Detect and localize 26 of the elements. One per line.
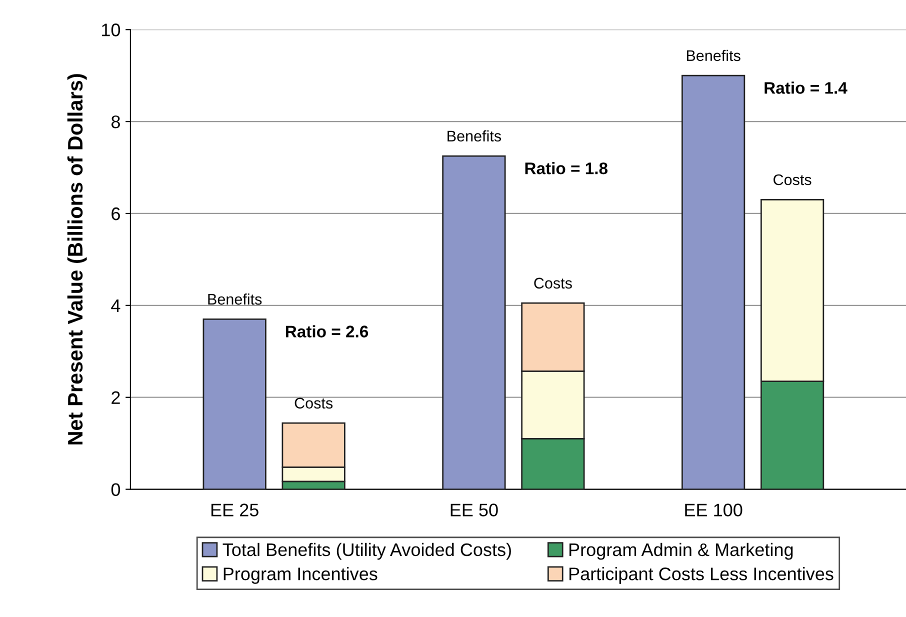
annotation: Costs <box>774 174 812 186</box>
annotation: Costs <box>294 398 333 409</box>
legend-label: Program Admin & Marketing <box>570 542 793 560</box>
bar <box>682 74 746 490</box>
y-tick-label: 0 <box>111 483 120 496</box>
y-axis-title: Net Present Value (Billions of Dollars) <box>67 74 87 444</box>
annotation: Benefits <box>448 130 501 142</box>
bar <box>202 318 266 490</box>
y-tick-label: 2 <box>112 391 120 404</box>
annotation: Costs <box>534 278 572 289</box>
legend-label: Total Benefits (Utility Avoided Costs) <box>222 542 511 560</box>
annotation: Ratio = 1.4 <box>764 82 848 94</box>
y-tick-label: 6 <box>112 207 120 220</box>
x-tick-label: EE 100 <box>685 504 742 516</box>
x-tick-label: EE 50 <box>450 504 498 516</box>
legend-label: Participant Costs Less Incentives <box>570 567 834 584</box>
legend-label: Program Incentives <box>224 567 378 584</box>
annotation: Benefits <box>208 293 262 305</box>
y-tick-label: 8 <box>111 115 120 128</box>
annotation: Ratio = 1.8 <box>525 162 608 174</box>
bar <box>442 155 506 490</box>
annotation: Benefits <box>686 50 740 62</box>
annotation: Ratio = 2.6 <box>286 325 368 338</box>
y-tick-label: 10 <box>102 24 120 36</box>
x-tick-label: EE 25 <box>211 504 258 516</box>
y-tick-label: 4 <box>111 300 120 312</box>
